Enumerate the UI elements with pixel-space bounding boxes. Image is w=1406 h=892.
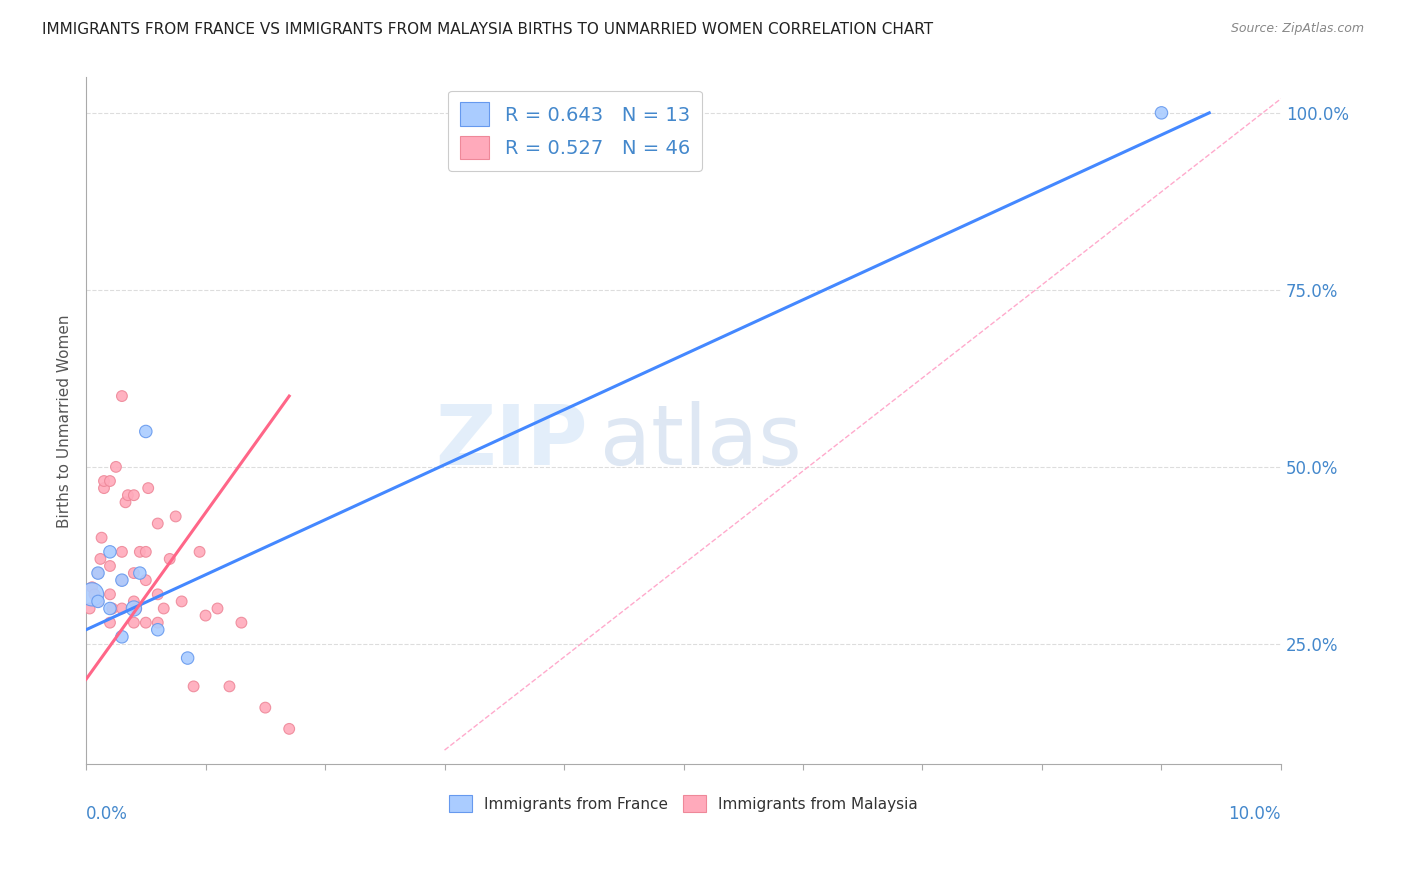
Point	[98, 587, 121, 601]
Point	[83, 587, 105, 601]
Point	[111, 601, 134, 615]
Point	[111, 389, 134, 403]
Point	[146, 516, 169, 531]
Point	[188, 545, 211, 559]
Point	[135, 573, 157, 587]
Point	[111, 630, 134, 644]
Point	[1150, 106, 1173, 120]
Point	[128, 566, 150, 580]
Point	[146, 623, 169, 637]
Point	[111, 545, 134, 559]
Point	[122, 594, 145, 608]
Point	[218, 679, 240, 693]
Point	[231, 615, 253, 630]
Point	[146, 587, 169, 601]
Point	[87, 566, 110, 580]
Point	[98, 601, 121, 615]
Text: 0.0%: 0.0%	[86, 805, 128, 823]
Point	[135, 545, 157, 559]
Point	[122, 601, 145, 615]
Point	[125, 601, 148, 615]
Point	[122, 615, 145, 630]
Point	[93, 474, 115, 488]
Point	[111, 573, 134, 587]
Point	[114, 495, 136, 509]
Point	[136, 481, 159, 495]
Point	[98, 559, 121, 574]
Point	[183, 679, 205, 693]
Point	[159, 552, 181, 566]
Point	[254, 700, 277, 714]
Point	[135, 425, 157, 439]
Y-axis label: Births to Unmarried Women: Births to Unmarried Women	[58, 314, 72, 527]
Text: Source: ZipAtlas.com: Source: ZipAtlas.com	[1230, 22, 1364, 36]
Point	[90, 531, 112, 545]
Point	[104, 459, 127, 474]
Text: ZIP: ZIP	[436, 401, 588, 482]
Point	[98, 615, 121, 630]
Point	[122, 566, 145, 580]
Point	[87, 594, 110, 608]
Point	[278, 722, 301, 736]
Point	[135, 615, 157, 630]
Point	[98, 474, 121, 488]
Text: 10.0%: 10.0%	[1229, 805, 1281, 823]
Point	[101, 601, 124, 615]
Point	[165, 509, 187, 524]
Text: IMMIGRANTS FROM FRANCE VS IMMIGRANTS FROM MALAYSIA BIRTHS TO UNMARRIED WOMEN COR: IMMIGRANTS FROM FRANCE VS IMMIGRANTS FRO…	[42, 22, 934, 37]
Point	[87, 594, 110, 608]
Point	[117, 488, 139, 502]
Point	[87, 566, 110, 580]
Point	[80, 580, 103, 594]
Legend: Immigrants from France, Immigrants from Malaysia: Immigrants from France, Immigrants from …	[443, 789, 924, 819]
Point	[176, 651, 198, 665]
Point	[194, 608, 217, 623]
Point	[79, 601, 101, 615]
Point	[207, 601, 229, 615]
Point	[89, 552, 111, 566]
Point	[170, 594, 193, 608]
Point	[111, 573, 134, 587]
Point	[152, 601, 174, 615]
Point	[146, 615, 169, 630]
Point	[93, 481, 115, 495]
Point	[98, 545, 121, 559]
Point	[80, 587, 103, 601]
Text: atlas: atlas	[600, 401, 801, 482]
Point	[122, 488, 145, 502]
Point	[128, 545, 150, 559]
